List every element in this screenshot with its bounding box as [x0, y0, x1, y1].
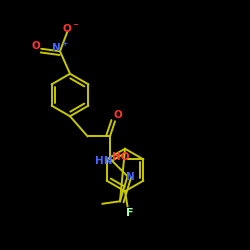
- Text: O: O: [32, 41, 41, 51]
- Text: F: F: [126, 208, 134, 218]
- Text: HN: HN: [95, 156, 112, 166]
- Text: N: N: [126, 172, 134, 182]
- Text: HO: HO: [112, 152, 130, 162]
- Text: $\mathregular{N^+}$: $\mathregular{N^+}$: [51, 41, 69, 54]
- Text: O: O: [113, 110, 122, 120]
- Text: $\mathregular{O^-}$: $\mathregular{O^-}$: [62, 22, 80, 34]
